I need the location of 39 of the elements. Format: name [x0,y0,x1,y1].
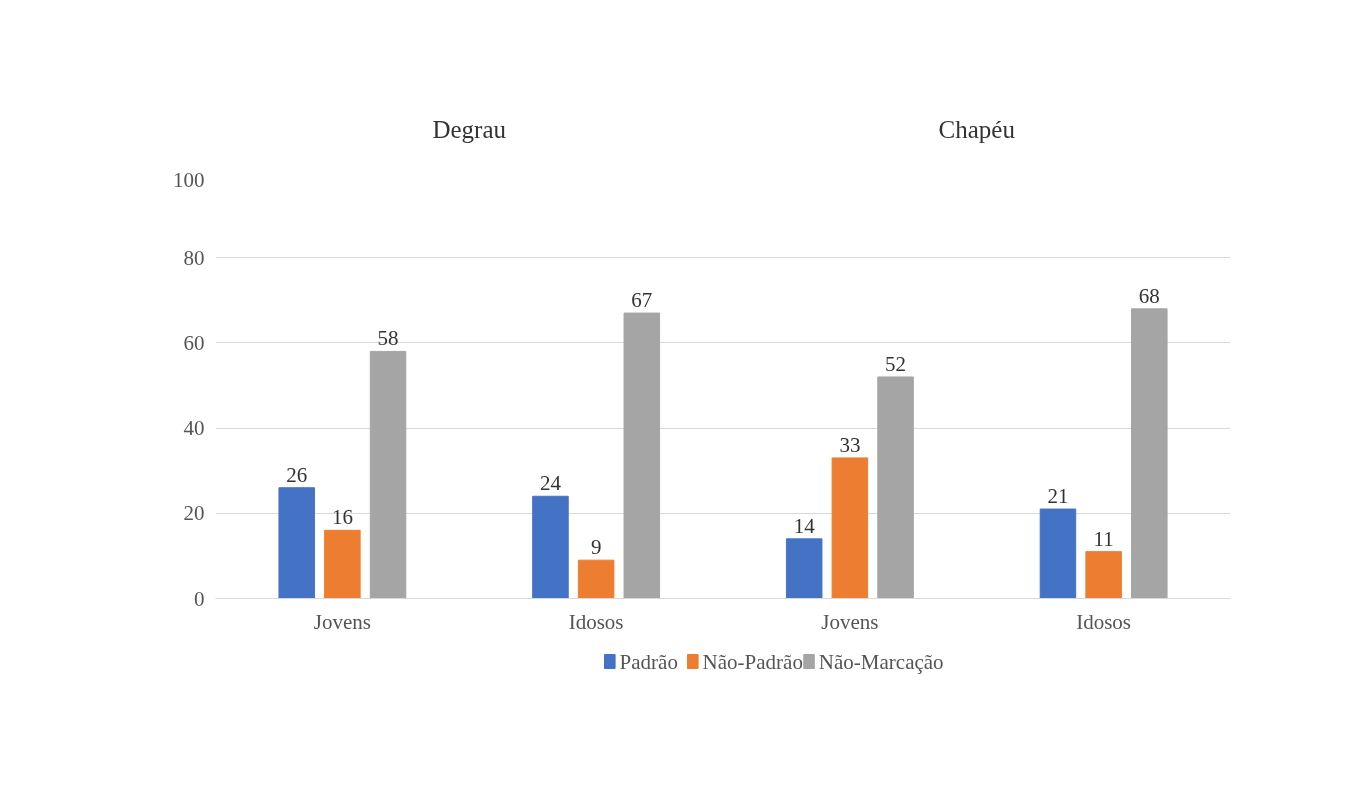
y-tick-label: 80 [183,245,205,270]
bar [532,495,569,599]
legend-label: Não-Marcação [818,649,944,674]
data-label: 11 [1093,526,1114,551]
x-tick-label: Idosos [1076,609,1132,634]
text: Degrau [432,116,507,144]
bar [785,538,823,599]
bar [1039,508,1077,599]
data-label: 26 [286,462,308,487]
data-label: 9 [590,535,602,560]
bar [324,529,361,599]
bar [577,559,615,599]
y-tick-label: 20 [183,501,205,526]
y-tick-label: 100 [173,167,205,192]
x-tick-label: Jovens [313,609,371,634]
y-tick-label: 0 [194,586,205,611]
legend-label: Não-Padrão [702,649,803,674]
bar [1085,551,1122,599]
data-label: 68 [1138,283,1160,308]
bar [369,350,407,599]
data-label: 16 [331,505,353,530]
x-tick-label: Idosos [568,609,624,634]
bar [278,487,315,599]
y-tick-label: 40 [183,416,205,441]
data-label: 67 [631,288,653,313]
bar [1131,308,1168,599]
data-label: 21 [1047,484,1069,509]
data-label: 58 [377,326,399,351]
data-label: 33 [839,432,861,457]
bar [623,312,661,599]
y-tick-label: 60 [183,330,205,355]
legend-label: Padrão [619,649,678,674]
text: Chapéu [938,116,1016,144]
x-tick-label: Jovens [821,609,879,634]
bar [831,457,869,599]
data-label: 24 [539,471,562,496]
bar [877,376,914,599]
data-label: 14 [793,513,816,538]
data-label: 52 [885,351,907,376]
